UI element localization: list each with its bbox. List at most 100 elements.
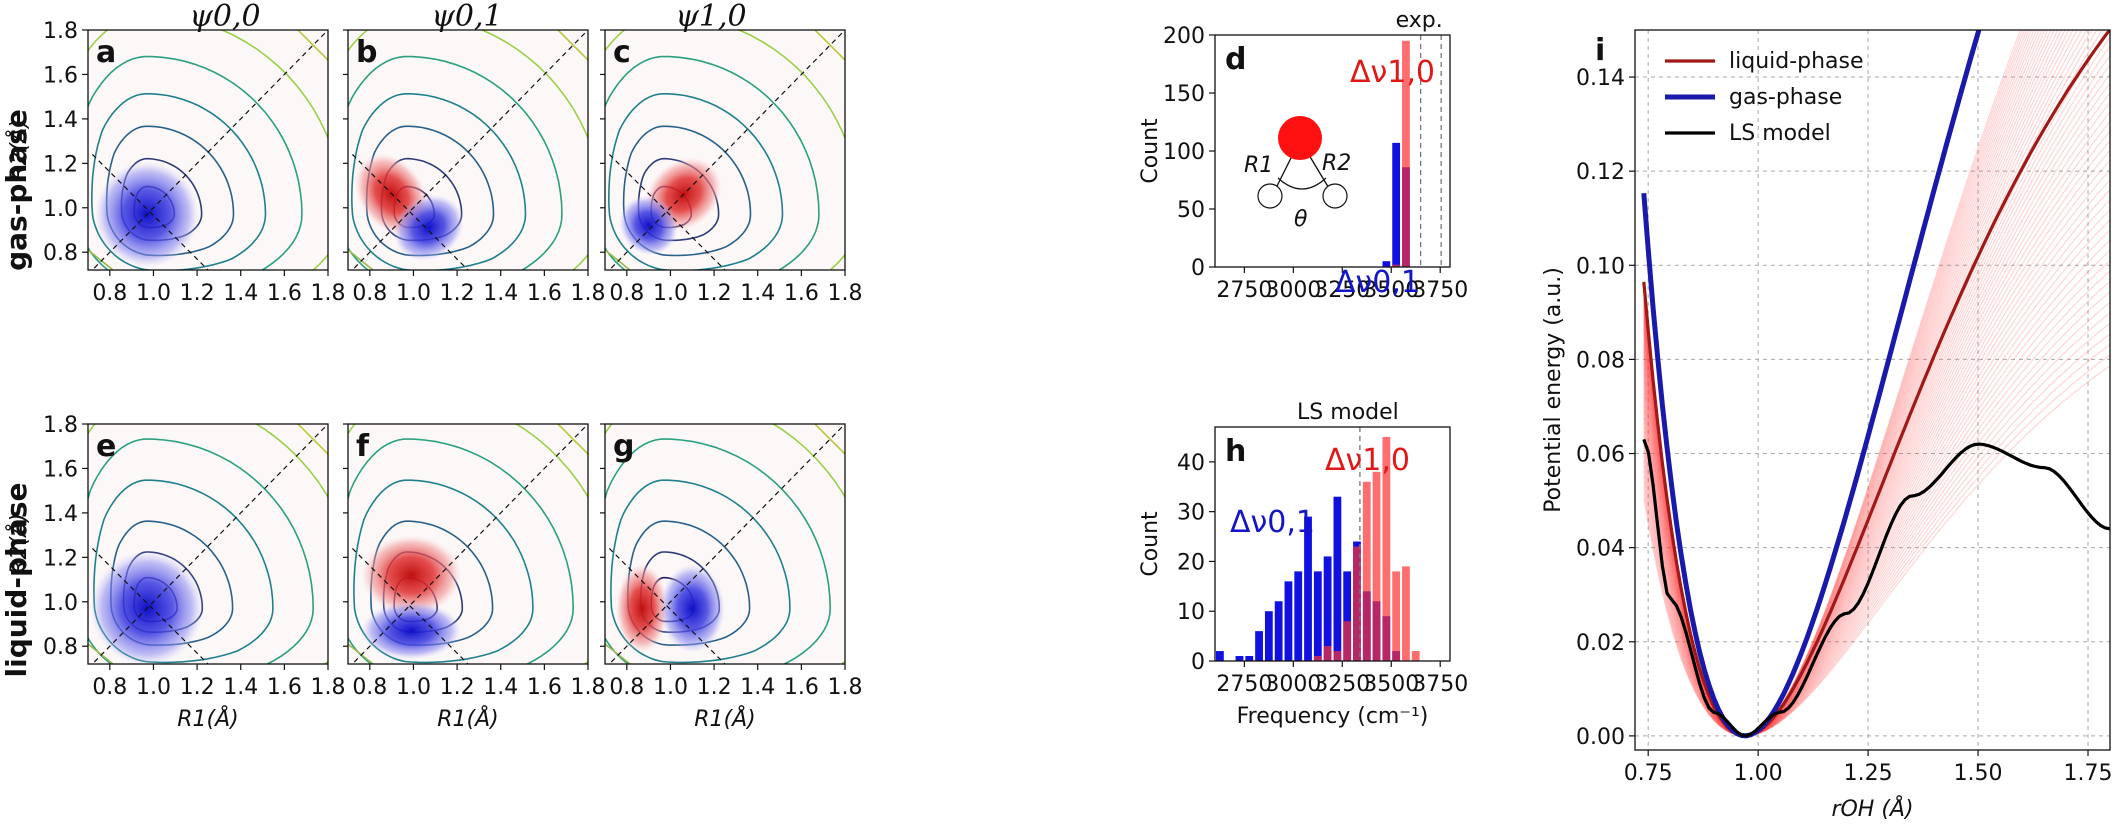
x-axis-label: rOH (Å) [1831,795,1913,822]
vline-label: LS model [1297,400,1399,425]
x-tick-label: 1.4 [740,675,775,700]
x-tick-label: 1.8 [828,281,863,306]
x-tick-label: 0.8 [609,281,644,306]
potential-contour [610,479,791,664]
y-axis-label: R2(Å) [5,513,32,575]
bar-dnu01 [1323,556,1332,661]
y-tick-label: 30 [1177,501,1205,526]
bar-dnu01 [1216,651,1224,661]
y-tick-label: 0 [1191,256,1205,281]
x-tick-label: 1.4 [223,281,258,306]
y-tick-label: 150 [1163,82,1205,107]
x-tick-label: 1.8 [311,675,346,700]
panel-letter-g: g [613,429,634,464]
row-label-liquid-phase: liquid-phase [0,483,33,678]
x-tick-label: 1.6 [784,281,819,306]
contour-panel-e: 0.8 1.0 1.2 1.4 1.6 1.8 0.8 1.0 1.2 1.4 1.6 1.8 R2(Å… [5,413,346,732]
column-title-psi00: ψ0,0 [189,0,260,34]
ensemble-potential-curve [1643,354,2110,737]
potential-contour [348,30,588,270]
y-tick-label: 1.6 [43,63,78,88]
bar-dnu01 [1343,571,1352,661]
ensemble-potential-curve [1643,249,2110,737]
x-tick-label: 1.6 [267,281,302,306]
symmetric-stretch-diagonal [351,424,588,664]
plot-body [348,30,588,270]
plot-body [605,424,845,664]
x-tick-label: 3750 [1412,672,1468,697]
bar-dnu01 [1264,611,1273,661]
x-tick-label: 1.6 [784,675,819,700]
x-tick-label: 3500 [1363,672,1419,697]
y-tick-label: 0 [1191,650,1205,675]
plot-body [88,30,328,270]
wavefunction-lobe-negative [90,550,204,664]
y-axis-label: Potential energy (a.u.) [1541,267,1566,513]
bar-dnu01 [1284,581,1293,661]
x-axis-label: R1(Å) [437,705,499,732]
x-tick-label: 3000 [1265,278,1321,303]
ensemble-potential-curve [1643,239,2110,737]
x-tick-label: 1.0 [653,281,688,306]
histogram-panels-layer: exp.27503000325035003750050100150200Coun… [1138,8,1468,729]
x-tick-label: 1.4 [483,675,518,700]
symmetric-stretch-diagonal [608,424,845,664]
potential-contour [350,93,527,270]
y-tick-label: 0.04 [1576,537,1625,562]
antisymmetric-stretch-diagonal [608,548,726,664]
potential-contour [88,438,315,664]
ensemble-potential-curve [1643,260,2110,737]
ensemble-potential-curve [1643,365,2110,737]
bar-dnu10 [1392,571,1401,661]
x-tick-label: 3750 [1412,278,1468,303]
x-tick-label: 0.8 [352,675,387,700]
y-tick-label: 20 [1177,550,1205,575]
annotation-dnu01: Δν0,1 [1230,505,1315,540]
bar-dnu01 [1235,656,1244,661]
potential-contour [348,438,575,664]
y-tick-label: 0.12 [1576,160,1625,185]
plot-body [605,30,845,270]
ensemble-potential-curve [1643,150,2110,737]
bar-dnu01 [1245,656,1254,661]
symmetric-stretch-diagonal [91,30,328,270]
y-axis-label: Count [1138,118,1163,184]
panel-letter-f: f [356,429,370,464]
plot-background [1215,35,1450,267]
y-tick-label: 0.10 [1576,254,1625,279]
potential-contour [605,643,631,664]
inset-label-r1: R1 [1244,153,1273,178]
y-tick-label: 1.8 [43,413,78,438]
plot-body [348,424,588,664]
potential-contour [814,424,845,455]
bar-dnu10 [1323,646,1332,661]
potential-contour [348,643,374,664]
x-tick-label: 1.8 [311,281,346,306]
x-tick-label: 2750 [1216,278,1272,303]
wavefunction-lobe-positive [361,535,462,616]
ensemble-potential-curve [1643,130,2110,737]
panel-letter-i: i [1595,33,1605,68]
antisymmetric-stretch-diagonal [351,154,469,270]
potential-contour [90,93,267,270]
y-axis-label: Count [1138,511,1163,577]
bar-dnu01 [1294,571,1303,661]
y-tick-label: 1.2 [43,546,78,571]
y-tick-label: 0.02 [1576,631,1625,656]
panel-letter-d: d [1225,42,1246,77]
y-tick-label: 1.8 [43,19,78,44]
inset-label-r2: R2 [1322,151,1351,176]
y-tick-label: 1.4 [43,502,78,527]
ensemble-potential-curve [1643,140,2110,737]
bar-dnu01 [1255,631,1263,661]
panel-letter-c: c [613,35,631,70]
contour-panel-g: 0.8 1.0 1.2 1.4 1.6 1.8 R1(Å) g [600,423,863,732]
legend: liquid-phase gas-phase LS model [1665,49,1864,146]
angle-arc [1277,177,1327,190]
x-tick-label: 1.2 [440,281,475,306]
y-tick-label: 0.8 [43,241,78,266]
column-title-psi10: ψ1,0 [675,0,746,34]
hydrogen-atom [1257,183,1283,209]
y-tick-label: 1.4 [43,108,78,133]
x-tick-label: 1.2 [697,675,732,700]
